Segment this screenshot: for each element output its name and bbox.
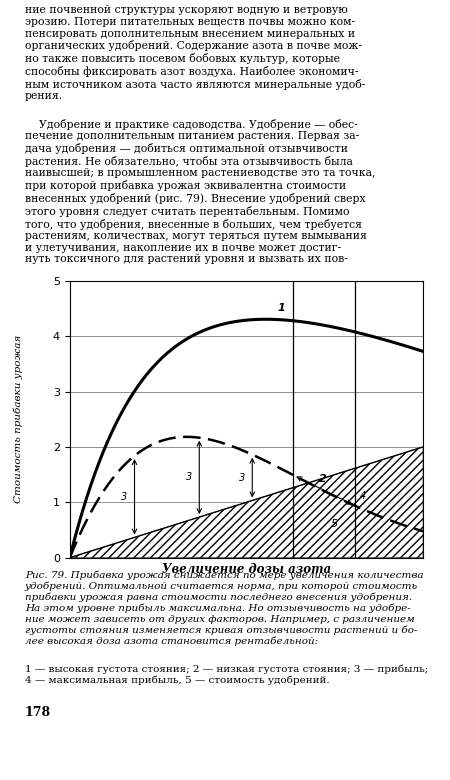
Text: 1 — высокая густота стояния; 2 — низкая густота стояния; 3 — прибыль;
4 — максим: 1 — высокая густота стояния; 2 — низкая …: [25, 665, 428, 685]
Text: Стоимость прибавки урожая: Стоимость прибавки урожая: [13, 335, 23, 503]
Text: 3: 3: [121, 492, 127, 502]
Text: 178: 178: [25, 706, 51, 719]
Text: 1: 1: [278, 303, 286, 313]
Text: 4: 4: [360, 491, 366, 502]
Text: 3: 3: [186, 473, 192, 482]
Text: 3: 3: [239, 473, 245, 483]
Text: 2: 2: [319, 474, 327, 484]
Text: Удобрение и практике садоводства. Удобрение — обес-
печение дополнительным питан: Удобрение и практике садоводства. Удобре…: [25, 119, 375, 264]
Text: ние почвенной структуры ускоряют водную и ветровую
эрозию. Потери питательных ве: ние почвенной структуры ускоряют водную …: [25, 5, 365, 101]
Text: Увеличение дозы азота: Увеличение дозы азота: [162, 563, 331, 576]
Text: 5: 5: [331, 519, 338, 530]
Text: Рис. 79. Прибавка урожая снижается по мере увеличения количества
удобрений. Опти: Рис. 79. Прибавка урожая снижается по ме…: [25, 571, 423, 646]
